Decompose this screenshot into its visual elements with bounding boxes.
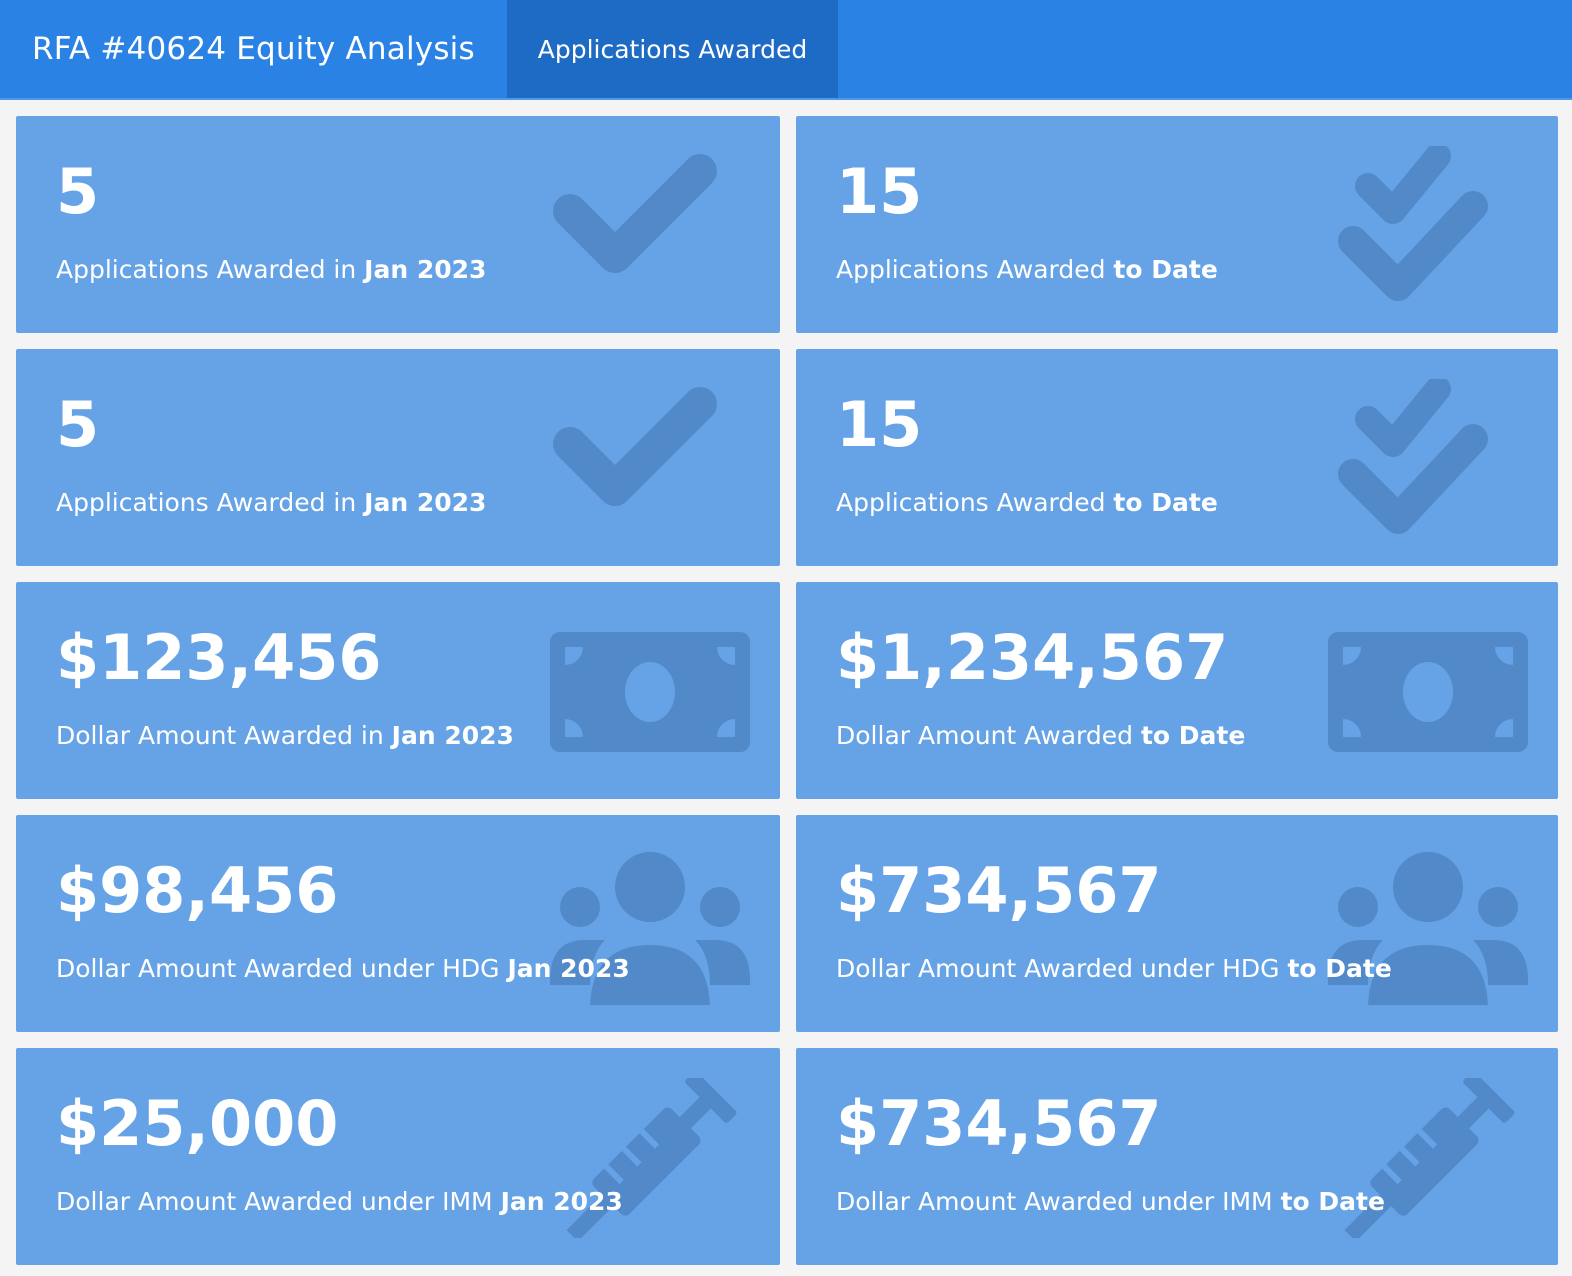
stat-value: $734,567 — [836, 854, 1162, 927]
stat-card-imm-month[interactable]: $25,000 Dollar Amount Awarded under IMM … — [16, 1048, 780, 1265]
stat-period: to Date — [1287, 954, 1392, 983]
stat-card-applications-month[interactable]: 5 Applications Awarded in Jan 2023 — [16, 116, 780, 333]
users-icon — [550, 845, 750, 1005]
double-check-icon — [1328, 146, 1528, 306]
stat-caption: Dollar Amount Awarded under HDG to Date — [836, 951, 1392, 987]
money-bill-icon — [1328, 612, 1528, 772]
stat-label: Dollar Amount Awarded in — [56, 721, 392, 750]
stat-value: 5 — [56, 388, 100, 461]
stat-label: Dollar Amount Awarded under HDG — [836, 954, 1288, 983]
stat-label: Dollar Amount Awarded under IMM — [56, 1187, 501, 1216]
stat-card-imm-to-date[interactable]: $734,567 Dollar Amount Awarded under IMM… — [796, 1048, 1558, 1265]
money-bill-icon — [550, 612, 750, 772]
stat-card-applications-month[interactable]: 5 Applications Awarded in Jan 2023 — [16, 349, 780, 566]
top-navbar: RFA #40624 Equity Analysis Applications … — [0, 0, 1572, 100]
stat-period: Jan 2023 — [364, 255, 487, 284]
tab-applications-awarded[interactable]: Applications Awarded — [507, 0, 838, 98]
stat-label: Dollar Amount Awarded under HDG — [56, 954, 508, 983]
stat-value: $1,234,567 — [836, 621, 1229, 694]
stat-card-dollars-month[interactable]: $123,456 Dollar Amount Awarded in Jan 20… — [16, 582, 780, 799]
stat-value: 15 — [836, 155, 923, 228]
stat-caption: Applications Awarded to Date — [836, 485, 1218, 521]
stat-caption: Dollar Amount Awarded under IMM Jan 2023 — [56, 1184, 623, 1220]
stat-label: Dollar Amount Awarded — [836, 721, 1141, 750]
stat-period: Jan 2023 — [500, 1187, 623, 1216]
stat-caption: Applications Awarded in Jan 2023 — [56, 252, 486, 288]
stat-period: to Date — [1140, 721, 1246, 750]
stat-label: Applications Awarded — [836, 488, 1114, 517]
syringe-icon — [1328, 1078, 1528, 1238]
stat-value: $123,456 — [56, 621, 382, 694]
stat-caption: Dollar Amount Awarded to Date — [836, 718, 1245, 754]
stat-value: 5 — [56, 155, 100, 228]
stat-period: to Date — [1113, 255, 1218, 284]
double-check-icon — [1328, 379, 1528, 539]
check-icon — [550, 146, 750, 306]
stat-card-hdg-month[interactable]: $98,456 Dollar Amount Awarded under HDG … — [16, 815, 780, 1032]
stat-card-grid: 5 Applications Awarded in Jan 2023 15 Ap… — [16, 116, 1558, 1265]
stat-label: Dollar Amount Awarded under IMM — [836, 1187, 1281, 1216]
syringe-icon — [550, 1078, 750, 1238]
stat-card-dollars-to-date[interactable]: $1,234,567 Dollar Amount Awarded to Date — [796, 582, 1558, 799]
stat-value: $98,456 — [56, 854, 339, 927]
stat-period: Jan 2023 — [507, 954, 630, 983]
stat-value: $734,567 — [836, 1087, 1162, 1160]
stat-period: to Date — [1113, 488, 1218, 517]
check-icon — [550, 379, 750, 539]
stat-caption: Dollar Amount Awarded in Jan 2023 — [56, 718, 514, 754]
stat-period: Jan 2023 — [364, 488, 487, 517]
stat-label: Applications Awarded in — [56, 255, 365, 284]
stat-card-applications-to-date[interactable]: 15 Applications Awarded to Date — [796, 349, 1558, 566]
stat-caption: Dollar Amount Awarded under HDG Jan 2023 — [56, 951, 630, 987]
stat-card-applications-to-date[interactable]: 15 Applications Awarded to Date — [796, 116, 1558, 333]
users-icon — [1328, 845, 1528, 1005]
app-title[interactable]: RFA #40624 Equity Analysis — [32, 31, 475, 67]
stat-caption: Dollar Amount Awarded under IMM to Date — [836, 1184, 1385, 1220]
stat-value: $25,000 — [56, 1087, 339, 1160]
stat-caption: Applications Awarded to Date — [836, 252, 1218, 288]
stat-value: 15 — [836, 388, 923, 461]
stat-label: Applications Awarded in — [56, 488, 365, 517]
stat-period: to Date — [1280, 1187, 1385, 1216]
stat-label: Applications Awarded — [836, 255, 1114, 284]
stat-period: Jan 2023 — [391, 721, 514, 750]
stat-caption: Applications Awarded in Jan 2023 — [56, 485, 486, 521]
stat-card-hdg-to-date[interactable]: $734,567 Dollar Amount Awarded under HDG… — [796, 815, 1558, 1032]
